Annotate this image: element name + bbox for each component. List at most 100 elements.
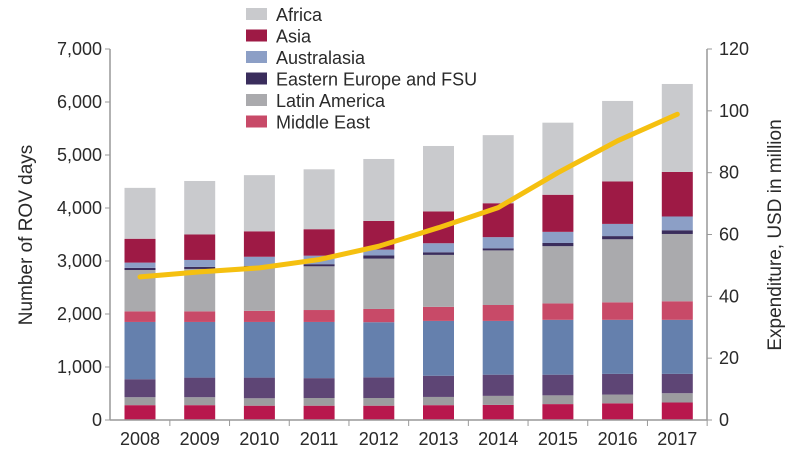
- bar-segment-series-2: [243, 377, 275, 399]
- bar-segment-australasia: [482, 237, 514, 249]
- bar-segment-africa: [303, 169, 335, 230]
- bar-segment-series-3: [423, 320, 454, 376]
- bar-segment-latin-america: [303, 266, 335, 311]
- y-tick-label: 0: [92, 410, 102, 430]
- y-axis-label: Number of ROV days: [16, 145, 37, 326]
- bar-segment-series-2: [482, 374, 514, 396]
- bar-segment-series-3: [363, 322, 395, 378]
- bar-segment-series-0: [303, 405, 335, 420]
- bar-segment-series-0: [243, 405, 275, 420]
- x-tick-label: 2012: [359, 429, 399, 449]
- bar-segment-asia: [661, 171, 693, 217]
- bar-segment-asia: [602, 181, 634, 224]
- x-tick-label: 2009: [180, 429, 220, 449]
- legend-swatch: [246, 29, 267, 42]
- bar-segment-latin-america: [363, 258, 395, 309]
- bar-segment-series-1: [243, 398, 275, 406]
- bar-segment-series-3: [243, 321, 275, 378]
- bar-segment-latin-america: [184, 268, 216, 312]
- bar-segment-eastern-europe-and-fsu: [542, 242, 574, 247]
- legend-swatch: [246, 51, 267, 63]
- bar-segment-africa: [482, 135, 514, 204]
- bar-segment-middle-east: [124, 311, 156, 322]
- bar-segment-africa: [243, 175, 275, 232]
- bar-segment-series-3: [124, 321, 156, 380]
- bar-segment-series-3: [303, 321, 335, 379]
- y2-tick-label: 60: [719, 225, 739, 245]
- bar-segment-series-1: [602, 394, 634, 404]
- bar-segment-eastern-europe-and-fsu: [303, 264, 335, 267]
- bar-segment-africa: [124, 187, 156, 239]
- bar-segment-middle-east: [482, 304, 514, 321]
- bar-segment-series-3: [542, 319, 574, 375]
- bar-segment-africa: [184, 180, 216, 235]
- legend-label: Middle East: [276, 113, 370, 133]
- bar-segment-latin-america: [243, 267, 275, 311]
- bar-segment-eastern-europe-and-fsu: [661, 230, 693, 234]
- bar-segment-africa: [363, 158, 395, 221]
- bar-segment-asia: [184, 234, 216, 260]
- bar-segment-middle-east: [661, 301, 693, 320]
- bar-segment-middle-east: [243, 310, 275, 322]
- bar-segment-series-1: [184, 397, 216, 406]
- bar-segment-asia: [303, 229, 335, 256]
- bar-segment-series-0: [423, 405, 454, 420]
- legend-swatch: [246, 94, 267, 106]
- bar-segment-australasia: [423, 243, 454, 253]
- bar-segment-series-0: [184, 405, 216, 420]
- expenditure-line-path: [137, 111, 680, 280]
- bar-segment-eastern-europe-and-fsu: [184, 266, 216, 269]
- bar-segment-australasia: [124, 262, 156, 268]
- bar-segment-series-2: [542, 374, 574, 396]
- y2-tick-label: 120: [719, 39, 749, 59]
- legend-label: Australasia: [276, 48, 366, 68]
- legend-label: Latin America: [276, 91, 386, 111]
- legend-swatch: [246, 115, 267, 128]
- bar-segment-latin-america: [423, 254, 454, 307]
- legend-swatch: [246, 72, 267, 85]
- bar-segment-middle-east: [542, 303, 574, 320]
- y-tick-label: 3,000: [57, 251, 102, 271]
- bar-segment-eastern-europe-and-fsu: [423, 252, 454, 255]
- bar-segment-australasia: [363, 249, 395, 256]
- bar-segment-eastern-europe-and-fsu: [602, 236, 634, 240]
- bar-segment-series-2: [124, 379, 156, 398]
- bar-segment-asia: [124, 238, 156, 263]
- bar-segment-latin-america: [661, 233, 693, 302]
- bar-segment-eastern-europe-and-fsu: [482, 248, 514, 251]
- bar-segment-series-0: [124, 405, 156, 420]
- bar-segment-asia: [542, 194, 574, 232]
- legend-label: Eastern Europe and FSU: [276, 70, 477, 90]
- bar-segment-middle-east: [423, 306, 454, 321]
- bar-segment-eastern-europe-and-fsu: [124, 267, 156, 271]
- bar-segment-series-0: [661, 402, 693, 420]
- axes: 0 1,000 2,000 3,000 4,000 5,000 6,000 7,000 0 20 4…: [57, 39, 749, 449]
- bar-segment-asia: [243, 231, 275, 257]
- bar-segment-series-0: [482, 404, 514, 420]
- bar-segment-latin-america: [542, 246, 574, 304]
- bar-segment-africa: [661, 83, 693, 172]
- y2-tick-label: 100: [719, 101, 749, 121]
- bar-segment-middle-east: [303, 310, 335, 322]
- bar-segment-middle-east: [184, 311, 216, 322]
- bar-segment-australasia: [243, 256, 275, 266]
- bar-segment-series-2: [184, 377, 216, 398]
- y2-axis-label: Expenditure, USD in million: [765, 119, 786, 350]
- bar-segment-middle-east: [602, 302, 634, 320]
- bar-segment-series-2: [303, 378, 335, 399]
- bar-segment-series-1: [661, 393, 693, 403]
- x-tick-label: 2014: [478, 429, 518, 449]
- legend-swatch: [246, 8, 267, 20]
- x-tick-label: 2013: [418, 429, 458, 449]
- bar-segment-series-0: [363, 405, 395, 420]
- bar-segment-series-0: [542, 404, 574, 420]
- bar-segment-middle-east: [363, 308, 395, 323]
- y-tick-label: 6,000: [57, 92, 102, 112]
- bar-segment-series-3: [602, 319, 634, 374]
- bar-segment-series-2: [423, 375, 454, 397]
- bar-segment-africa: [423, 145, 454, 212]
- bar-segment-series-3: [482, 320, 514, 375]
- bar-segment-series-3: [661, 319, 693, 374]
- bar-segment-series-1: [303, 398, 335, 406]
- x-tick-label: 2010: [239, 429, 279, 449]
